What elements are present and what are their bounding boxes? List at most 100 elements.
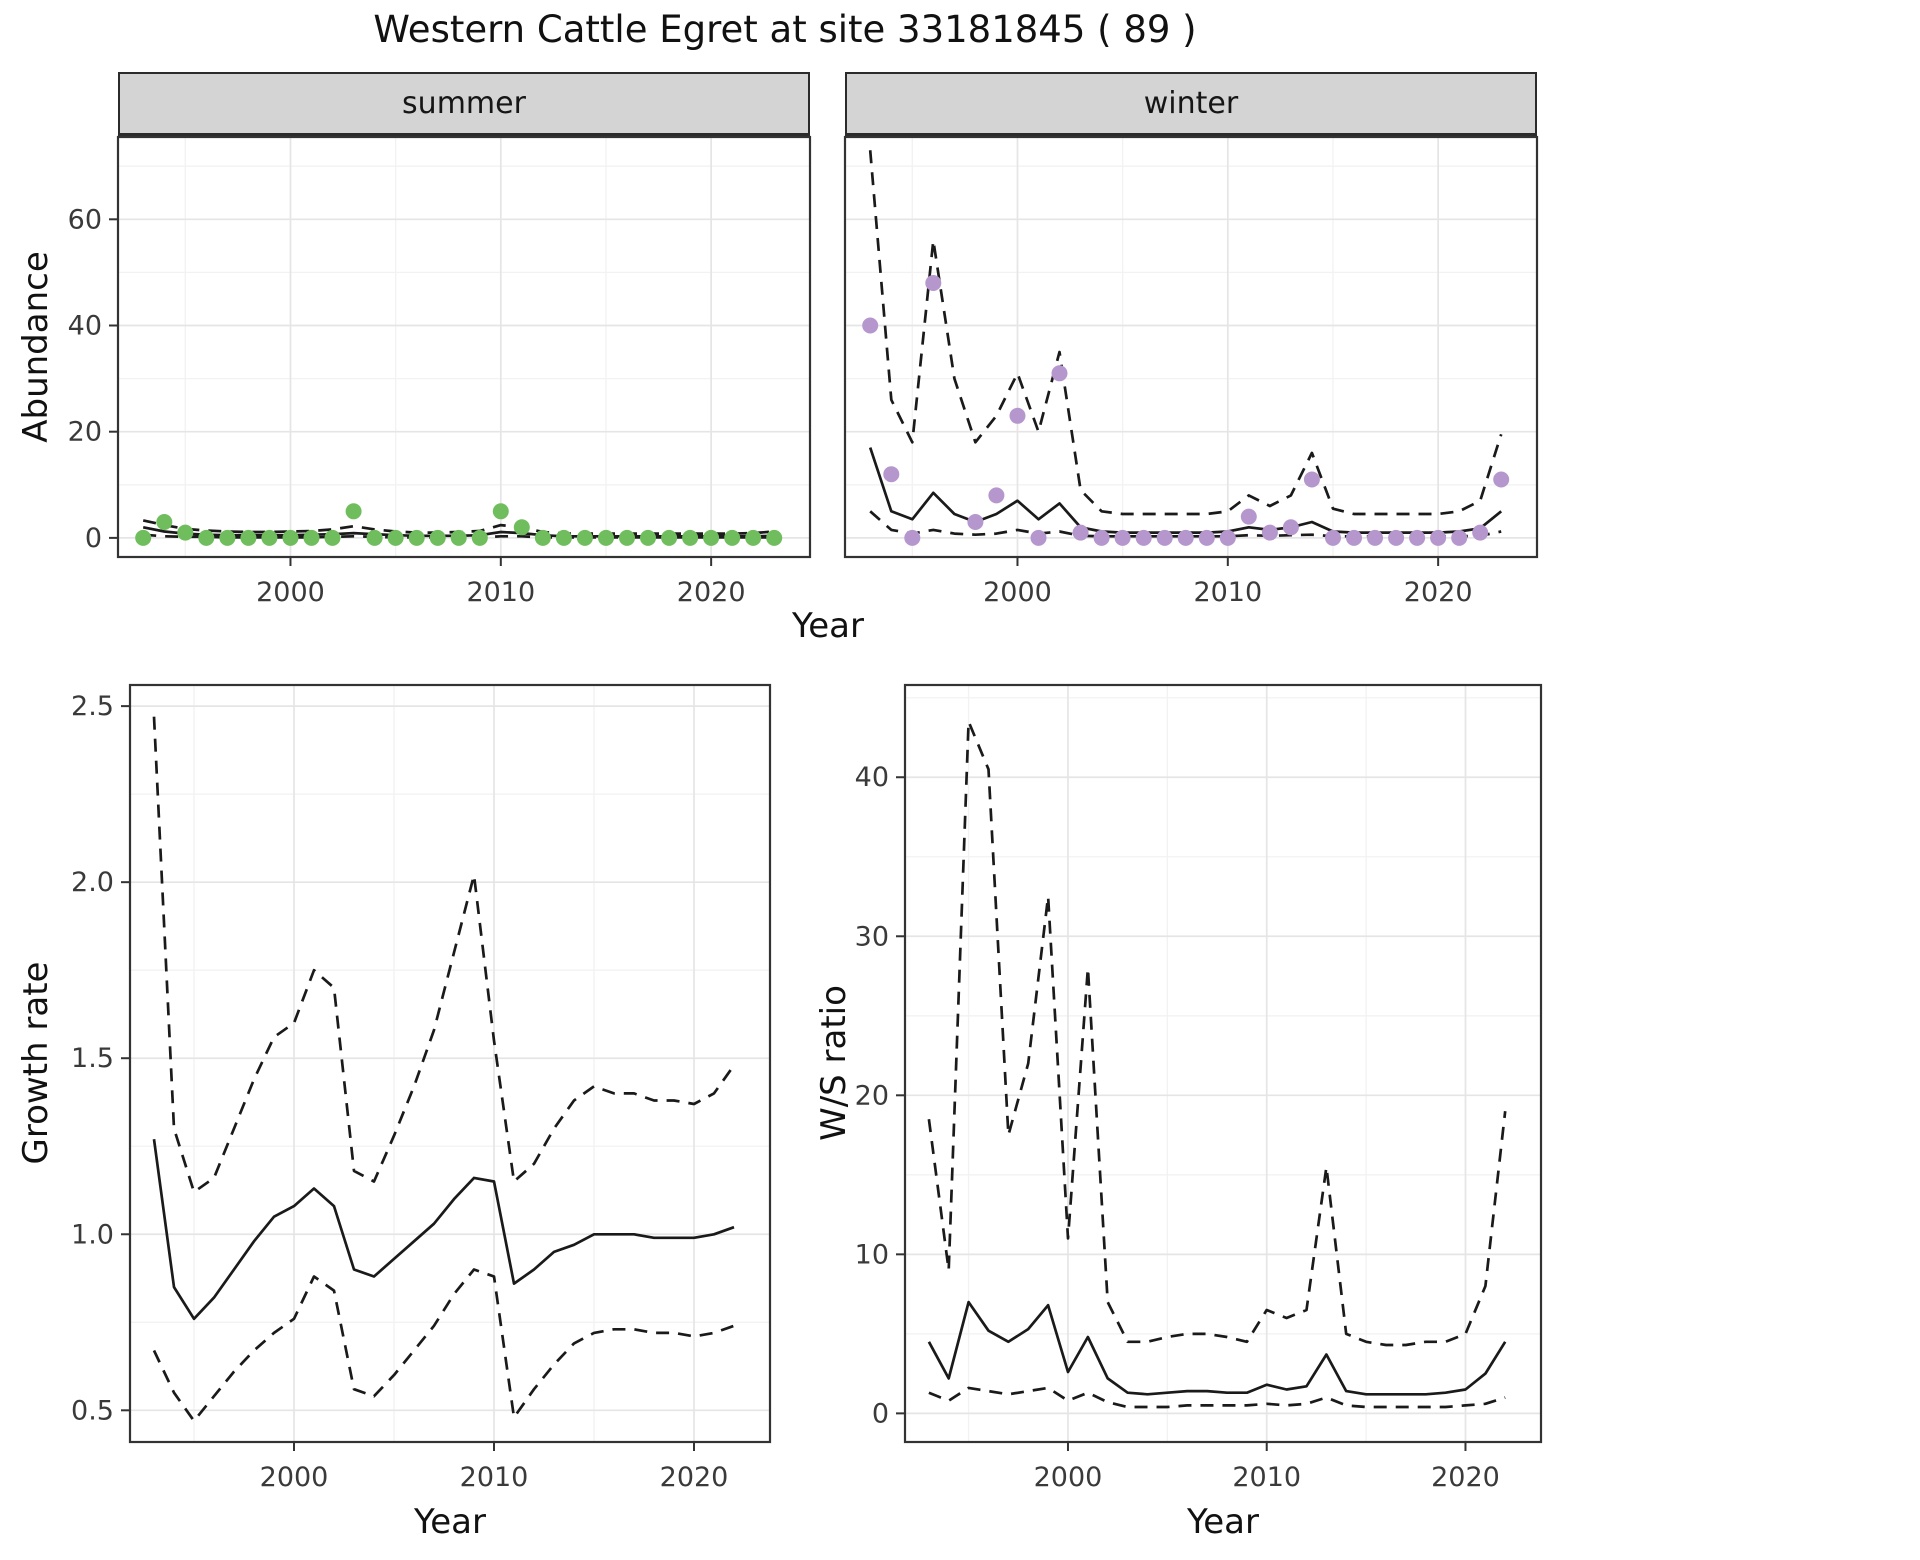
- growth-rate-panel: 2000 2010 2020 0.5 1.0 1.5 2.0 2.5: [71, 683, 772, 1493]
- data-point: [1051, 365, 1068, 382]
- data-point: [1451, 529, 1468, 546]
- data-point: [1493, 471, 1510, 488]
- x-tick-label: 2000: [983, 577, 1052, 608]
- data-point: [967, 514, 984, 530]
- growth-rate-x-axis-label: Year: [414, 1502, 486, 1542]
- fit-line: [152, 1139, 735, 1321]
- data-point: [1156, 529, 1173, 546]
- data-point: [766, 529, 783, 546]
- y-tick-label: 0: [85, 523, 102, 554]
- data-point: [219, 529, 236, 546]
- panel-background: [905, 685, 1541, 1442]
- y-tick-label: 0.5: [71, 1395, 114, 1426]
- x-tick-label: 2020: [660, 1462, 729, 1493]
- fit-line: [927, 1300, 1507, 1396]
- data-point: [408, 529, 425, 546]
- facet-strip-summer: summer: [118, 72, 810, 137]
- data-point: [135, 529, 152, 546]
- abundance-summer-panel: 2000 2010 2020 0 20 40 60: [68, 135, 812, 608]
- data-point: [925, 275, 942, 291]
- panel-background: [118, 137, 810, 557]
- data-point: [1303, 471, 1320, 488]
- data-point: [366, 529, 383, 546]
- y-tick-label: 40: [68, 310, 102, 341]
- data-point: [1219, 529, 1236, 546]
- y-tick-label: 1.0: [71, 1219, 114, 1250]
- data-point: [303, 529, 320, 546]
- axis-ticks: 2000 2010 2020: [983, 557, 1473, 608]
- series-layer: [135, 503, 783, 546]
- panel-border: [903, 683, 1543, 1444]
- x-tick-label: 2020: [1404, 577, 1473, 608]
- data-point: [1430, 529, 1447, 546]
- x-tick-label: 2010: [460, 1462, 529, 1493]
- data-point: [1367, 529, 1383, 546]
- data-point: [534, 529, 551, 546]
- data-point: [598, 529, 614, 546]
- data-point: [555, 529, 572, 546]
- data-point: [324, 529, 341, 546]
- panel-background: [130, 685, 770, 1442]
- data-point: [387, 529, 404, 546]
- abundance-x-axis-label: Year: [792, 606, 864, 646]
- panel-background: [845, 137, 1537, 557]
- gridlines: [905, 685, 1541, 1442]
- data-point: [429, 529, 446, 546]
- series-layer: [927, 720, 1507, 1409]
- x-tick-label: 2000: [260, 1462, 329, 1493]
- data-point: [745, 529, 762, 546]
- y-tick-label: 2.0: [71, 867, 114, 898]
- data-point: [1346, 529, 1362, 546]
- y-tick-label: 40: [855, 762, 889, 793]
- data-point: [904, 529, 921, 546]
- data-point: [619, 529, 635, 546]
- series-layer: [862, 150, 1510, 546]
- data-point: [177, 524, 194, 541]
- x-tick-label: 2020: [1431, 1462, 1500, 1493]
- data-point: [345, 503, 362, 520]
- y-tick-label: 2.5: [71, 691, 114, 722]
- x-tick-label: 2010: [466, 577, 535, 608]
- data-point: [1261, 524, 1278, 541]
- data-point: [1072, 524, 1089, 541]
- data-point: [198, 529, 215, 546]
- data-point: [1240, 508, 1257, 525]
- data-point: [724, 529, 741, 546]
- ci-upper-line: [927, 720, 1507, 1347]
- y-tick-label: 30: [855, 921, 889, 952]
- data-point: [156, 514, 173, 530]
- y-tick-label: 0: [872, 1398, 889, 1429]
- data-point: [282, 529, 299, 546]
- data-point: [1325, 529, 1341, 546]
- x-tick-label: 2010: [1232, 1462, 1301, 1493]
- data-point: [1409, 529, 1426, 546]
- data-point: [1472, 524, 1489, 541]
- gridlines: [118, 137, 810, 557]
- abundance-winter-panel: 2000 2010 2020: [843, 135, 1539, 608]
- axis-ticks: 2000 2010 2020 0 10 20 30 40: [855, 762, 1500, 1493]
- panel-border: [843, 135, 1539, 559]
- gridlines: [845, 137, 1537, 557]
- ws-ratio-panel: 2000 2010 2020 0 10 20 30 40: [855, 683, 1543, 1493]
- data-point: [261, 529, 278, 546]
- data-point: [1009, 407, 1026, 424]
- data-point: [471, 529, 488, 546]
- x-tick-label: 2020: [677, 577, 746, 608]
- data-point: [640, 529, 656, 546]
- x-tick-label: 2000: [256, 577, 325, 608]
- ws-ratio-x-axis-label: Year: [1187, 1502, 1259, 1542]
- y-tick-label: 1.5: [71, 1043, 114, 1074]
- data-point: [1198, 529, 1215, 546]
- series-layer: [152, 716, 736, 1423]
- ci-lower-line: [152, 1268, 735, 1423]
- data-point: [682, 529, 699, 546]
- x-tick-label: 2010: [1193, 577, 1262, 608]
- data-point: [661, 529, 678, 546]
- facet-strip-winter: winter: [845, 72, 1537, 137]
- chart-title: Western Cattle Egret at site 33181845 ( …: [373, 8, 1197, 51]
- data-point: [513, 519, 530, 536]
- panel-border: [116, 135, 812, 559]
- data-point: [1282, 519, 1299, 536]
